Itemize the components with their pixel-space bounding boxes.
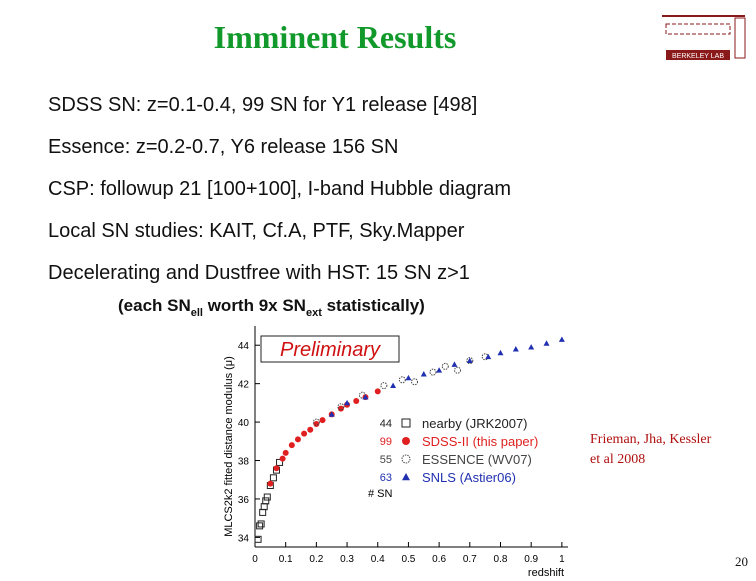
legend-count: 99 [380, 436, 392, 448]
point [344, 399, 351, 406]
point [353, 397, 360, 404]
y-tick-label: 44 [238, 341, 250, 352]
point [276, 458, 284, 466]
point [301, 430, 308, 437]
point [466, 357, 473, 363]
point [485, 353, 492, 360]
point [312, 418, 320, 426]
point [267, 480, 274, 487]
point [398, 376, 406, 384]
annotation-box [260, 335, 400, 363]
point [313, 421, 320, 428]
x-tick-label: 0.5 [401, 554, 415, 565]
bullet: Local SN studies: KAIT, Cf.A, PTF, Sky.M… [48, 220, 465, 242]
point [282, 449, 289, 456]
legend-marker [402, 473, 410, 481]
x-tick-label: 0.8 [494, 554, 508, 565]
legend-marker [402, 437, 410, 445]
point [273, 465, 280, 472]
point [528, 344, 535, 350]
x-tick-label: 0.9 [524, 554, 538, 565]
x-tick-label: 0.3 [340, 554, 354, 565]
x-tick-label: 0.7 [463, 554, 477, 565]
point [254, 535, 262, 543]
point [497, 349, 504, 356]
legend-count: 44 [380, 418, 392, 430]
bullet: CSP: followup 21 [100+100], I-band Hubbl… [48, 178, 511, 200]
legend-marker [401, 418, 411, 428]
x-label: redshift [528, 567, 564, 576]
point [259, 508, 267, 516]
y-tick-label: 34 [238, 533, 250, 544]
sub-note: (each SNell worth 9x SNext statistically… [118, 296, 425, 319]
x-tick-label: 0.6 [432, 554, 446, 565]
legend-label: SDSS-II (this paper) [422, 434, 538, 449]
point [279, 455, 286, 462]
point [307, 426, 314, 433]
legend-title: # SN [368, 488, 393, 500]
point [390, 382, 397, 388]
legend-marker [401, 454, 411, 464]
x-tick-label: 1 [559, 554, 565, 565]
legend-label: SNLS (Astier06) [422, 470, 516, 485]
legend-count: 55 [380, 454, 392, 466]
point [451, 361, 458, 367]
x-tick-label: 0.1 [279, 554, 293, 565]
legend-count: 63 [380, 472, 392, 484]
t: ell [191, 307, 203, 319]
point [328, 411, 335, 417]
point [269, 474, 277, 482]
point [260, 503, 268, 511]
t: ext [306, 307, 322, 319]
point [420, 371, 427, 377]
point [405, 374, 412, 381]
point [436, 367, 443, 373]
legend-label: nearby (JRK2007) [422, 416, 528, 431]
point [411, 378, 419, 386]
point [558, 336, 565, 342]
x-tick-label: 0 [252, 554, 258, 565]
point [362, 394, 369, 400]
point [374, 388, 381, 395]
bullet: SDSS SN: z=0.1-0.4, 99 SN for Y1 release… [48, 94, 477, 116]
point [256, 522, 264, 530]
x-tick-label: 0.4 [371, 554, 385, 565]
bullet: Decelerating and Dustfree with HST: 15 S… [48, 262, 470, 284]
logo-text: BERKELEY LAB [672, 53, 724, 60]
y-tick-label: 38 [238, 457, 250, 468]
point [319, 417, 326, 424]
y-label: MLCS2k2 fitted distance modulus (μ) [223, 356, 235, 537]
point [262, 497, 270, 505]
y-tick-label: 42 [238, 380, 250, 391]
t: (each SN [118, 296, 191, 315]
x-tick-label: 0.2 [309, 554, 323, 565]
point [543, 340, 550, 346]
point [429, 368, 437, 376]
point [337, 405, 344, 412]
citation: Frieman, Jha, Kessler [590, 432, 712, 447]
legend-label: ESSENCE (WV07) [422, 452, 532, 467]
point [257, 520, 265, 528]
page-number: 20 [735, 554, 748, 569]
y-tick-label: 40 [238, 418, 250, 429]
y-tick-label: 36 [238, 495, 250, 506]
point [441, 362, 449, 370]
point [263, 493, 271, 501]
t: worth 9x SN [203, 296, 306, 315]
t: statistically) [322, 296, 425, 315]
point [380, 382, 388, 390]
annotation: Preliminary [280, 339, 381, 361]
point [294, 436, 301, 443]
citation: et al 2008 [590, 452, 645, 467]
title: Imminent Results [214, 19, 457, 55]
point [454, 366, 462, 374]
point [288, 442, 295, 449]
bullet: Essence: z=0.2-0.7, Y6 release 156 SN [48, 136, 398, 158]
logo: BERKELEY LAB [662, 15, 746, 60]
point [337, 403, 345, 411]
point [512, 346, 519, 352]
